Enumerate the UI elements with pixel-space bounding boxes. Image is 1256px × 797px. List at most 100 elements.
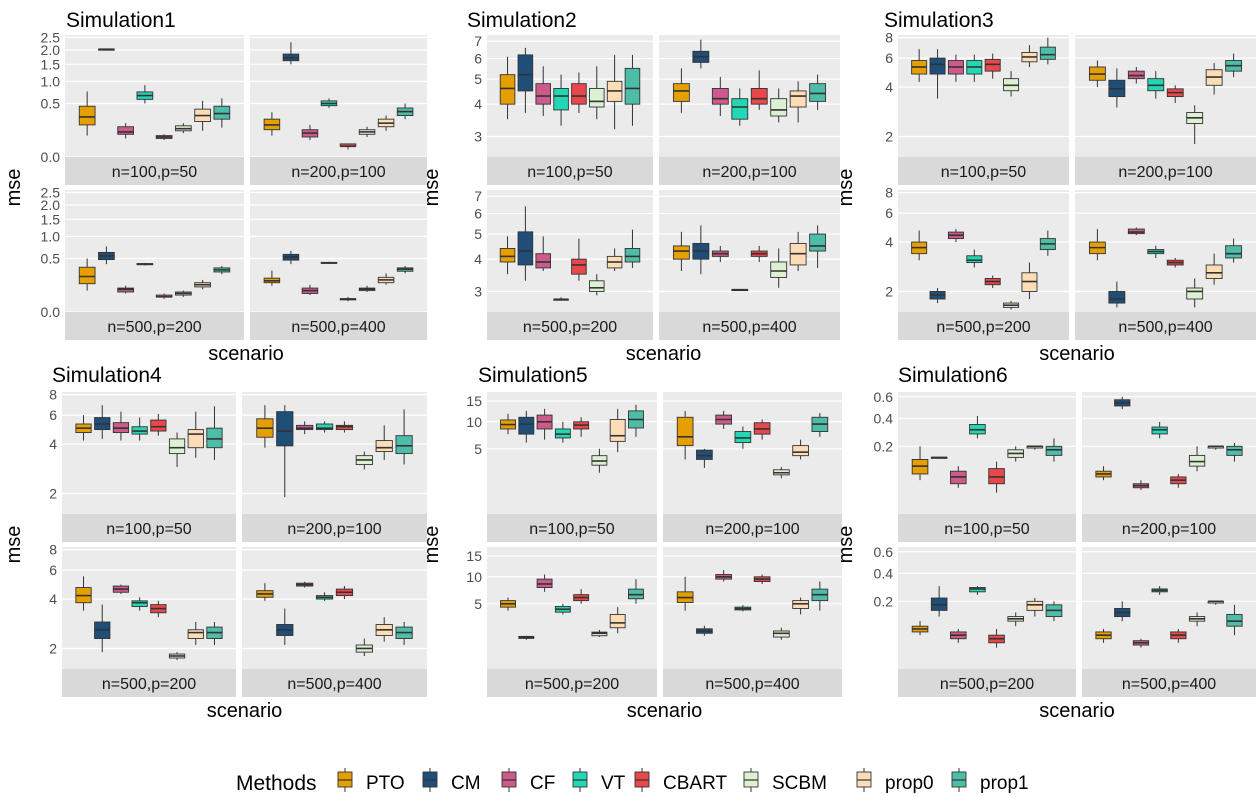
y-tick-label: 6 [885,50,893,66]
box-body [150,419,167,432]
box-SCBM [773,466,790,479]
legend-item-CBART: CBART [634,768,727,794]
facet-strip [65,157,244,185]
box-prop1 [1045,438,1063,462]
facet-label: n=500,p=200 [936,319,1030,336]
box-body [609,613,626,629]
y-tick-label: 6 [49,562,57,578]
box-CBART [150,600,167,618]
box-PTO [672,231,690,272]
box-prop0 [1205,63,1223,95]
box-CM [518,410,535,443]
box-prop1 [811,581,829,611]
box-prop1 [396,103,414,120]
box-CF [535,236,551,272]
panel-background [1082,547,1256,669]
box-VT [1147,71,1165,99]
x-axis-label: scenario [626,343,702,365]
y-tick-label: 8 [49,542,57,558]
facet-strip [663,514,842,542]
facet-label: n=200,p=100 [1118,164,1212,181]
facet-panel: n=500,p=400 [1082,547,1256,697]
box-prop0 [1205,253,1223,285]
box-prop0 [194,100,211,131]
box-prop0 [792,597,809,615]
box-body [929,57,946,75]
y-tick-label: 1.5 [41,211,61,227]
y-tick-label: 0.2 [874,593,894,609]
box-VT [136,262,154,266]
box-body [696,449,713,460]
box-body [1225,245,1243,259]
box-body [571,258,587,275]
box-prop0 [609,408,626,453]
box-VT [320,98,338,108]
facet-strip [487,157,653,185]
box-body [589,280,605,292]
facet-panel: n=200,p=100 [659,35,840,185]
panel-background [250,35,427,157]
y-axis-label: mse [3,169,25,207]
facet-strip [487,669,657,697]
facet-strip [659,157,840,185]
box-CM [98,48,115,51]
facet-panel: 5 10 15 n=100,p=50 [466,392,657,542]
box-body [731,98,749,120]
box-CM [1114,396,1131,410]
legend-label: CM [451,773,481,794]
y-tick-label: 6 [49,407,57,423]
box-VT [1147,245,1165,258]
box-body [809,83,827,102]
box-VT [734,426,752,449]
facet-label: n=200,p=100 [1122,521,1216,538]
box-SCBM [1007,612,1024,627]
box-CF [1132,638,1150,648]
y-tick-label: 4 [49,436,57,452]
legend-label: prop0 [885,773,934,794]
box-PTO [1088,60,1106,88]
facet-strip [242,669,427,697]
y-axis-label: mse [421,526,443,564]
box-PTO [911,49,928,82]
box-prop1 [213,265,231,275]
box-prop1 [395,409,413,465]
box-CM [518,635,535,640]
chart-title: Simulation6 [898,364,1008,387]
facet-panel: 0.0 0.5 1.01.52.02.5 n=100,p=50 [41,29,244,185]
box-PTO [1088,229,1106,261]
box-CF [711,76,729,117]
chart-title: Simulation2 [467,9,577,32]
box-SCBM [591,629,608,638]
box-CF [535,66,551,117]
box-PTO [263,270,281,286]
facet-panel: 2 4 6 8 n=500,p=200 [885,185,1069,340]
box-body [1188,454,1206,467]
box-SCBM [1007,446,1024,462]
facet-label: n=500,p=400 [287,676,381,693]
box-CBART [335,421,354,433]
y-tick-label: 0.6 [874,389,894,405]
panel-background [62,392,236,514]
chart-simulation6: Simulation6 scenario mse 0.2 0.4 0.6 n=100,p=5… [835,364,1256,722]
box-body [553,87,569,111]
y-tick-label: 0.5 [41,250,61,266]
box-body [1226,613,1243,627]
y-tick-label: 10 [466,569,482,585]
facet-label: n=100,p=50 [106,521,192,538]
box-body [276,411,294,447]
box-body [984,58,1001,72]
box-CM [930,456,948,459]
box-CBART [573,417,590,437]
box-CF [117,123,134,139]
box-body [375,440,393,453]
box-CBART [571,238,587,281]
box-CM [94,405,111,439]
y-tick-label: 2.5 [41,184,61,200]
box-body [966,255,983,264]
box-body [1186,287,1204,300]
panel-background [65,35,244,157]
facet-panel: n=500,p=400 [242,547,427,697]
box-CF [296,581,314,588]
box-prop1 [213,98,231,128]
box-CM [517,206,534,281]
